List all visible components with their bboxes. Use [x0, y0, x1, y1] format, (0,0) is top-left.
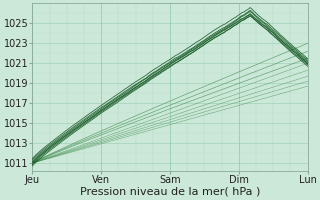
X-axis label: Pression niveau de la mer( hPa ): Pression niveau de la mer( hPa ) — [80, 187, 260, 197]
